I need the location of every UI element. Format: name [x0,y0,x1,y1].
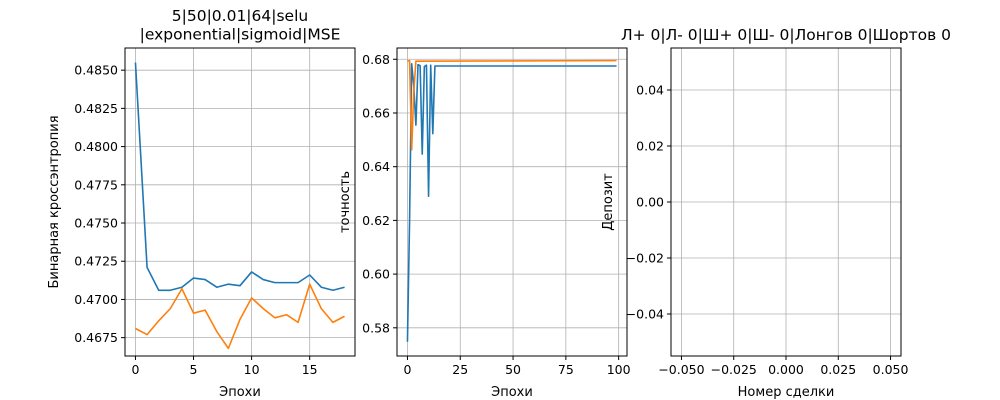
loss-chart-y-tick-label: 0.4700 [74,292,118,307]
deposit-chart-y-axis-label: Депозит [601,173,616,231]
accuracy-chart-x-tick-label: 50 [505,362,521,377]
accuracy-chart-y-tick-label: 0.58 [362,320,390,335]
accuracy-chart-grid [397,48,627,356]
deposit-chart-x-axis-label: Номер сделки [738,385,835,400]
accuracy-chart-y-tick-label: 0.60 [362,267,390,282]
loss-chart-series-line-2 [135,283,345,350]
loss-chart-y-tick-label: 0.4800 [74,139,118,154]
accuracy-chart-series-line-1 [406,63,617,342]
loss-chart-y-tick-label: 0.4750 [74,216,118,231]
loss-chart-title: 5|50|0.01|64|selu |exponential|sigmoid|MS… [140,7,341,44]
loss-chart-y-tick-label: 0.4825 [74,101,118,116]
loss-chart-x-tick-label: 0 [131,362,139,377]
deposit-chart-title: Л+ 0|Л- 0|Ш+ 0|Ш- 0|Лонгов 0|Шортов 0 [621,26,951,44]
loss-chart-x-axis-label: Эпохи [219,385,261,400]
accuracy-chart-y-tick-label: 0.68 [362,52,390,67]
loss-chart-title-line: 5|50|0.01|64|selu [172,7,308,25]
deposit-chart-y-tick-label: 0.04 [636,83,664,98]
loss-chart-title-line: |exponential|sigmoid|MSE [140,26,341,44]
accuracy-chart-x-tick-label: 100 [607,362,631,377]
accuracy-chart-series-group [406,59,617,342]
accuracy-chart-y-tick-label: 0.64 [362,159,390,174]
accuracy-chart-plot-frame [396,47,628,357]
accuracy-chart-x-tick-label: 25 [452,362,468,377]
deposit-chart-x-tick-label: −0.050 [658,362,704,377]
accuracy-chart-x-tick-label: 75 [558,362,574,377]
accuracy-chart-y-tick-label: 0.66 [362,105,390,120]
loss-chart-y-tick-label: 0.4675 [74,330,118,345]
deposit-chart-x-tick-label: 0.000 [768,362,804,377]
accuracy-chart-x-axis-label: Эпохи [491,385,533,400]
deposit-chart-x-tick-label: 0.025 [820,362,856,377]
deposit-chart-x-tick-label: 0.050 [873,362,909,377]
loss-chart-x-tick-label: 5 [190,362,198,377]
accuracy-chart-x-tick-label: 0 [403,362,411,377]
deposit-chart-y-tick-label: 0.00 [636,195,664,210]
loss-chart-series-group [134,62,345,350]
accuracy-chart-y-tick-label: 0.62 [362,213,390,228]
loss-chart-plot-frame [124,47,356,357]
accuracy-chart-panel: Эпохи точность 0 25 50 75 100 0.58 0.60 0.62 0.6… [338,47,631,400]
loss-chart-panel: 5|50|0.01|64|selu |exponential|sigmoid|MS… [47,7,356,400]
deposit-chart-y-tick-label: 0.02 [636,139,664,154]
deposit-chart-x-tick-label: −0.025 [711,362,757,377]
loss-chart-x-tick-label: 10 [244,362,260,377]
accuracy-chart-series-line-2 [407,59,617,151]
deposit-chart-y-tick-label: −0.02 [626,251,664,266]
accuracy-chart-y-axis-label: точность [338,171,353,233]
loss-chart-x-tick-label: 15 [302,362,318,377]
loss-chart-y-tick-label: 0.4775 [74,177,118,192]
loss-chart-y-axis-label: Бинарная кроссэнтропия [47,115,62,288]
loss-chart-y-tick-label: 0.4850 [74,63,118,78]
loss-chart-y-tick-label: 0.4725 [74,254,118,269]
loss-chart-series-line-1 [134,62,345,292]
deposit-chart-y-tick-label: −0.04 [626,307,664,322]
deposit-chart-title-line: Л+ 0|Л- 0|Ш+ 0|Ш- 0|Лонгов 0|Шортов 0 [621,26,951,44]
deposit-chart-grid [671,48,901,356]
deposit-chart-panel: Л+ 0|Л- 0|Ш+ 0|Ш- 0|Лонгов 0|Шортов 0 Но… [601,26,951,400]
